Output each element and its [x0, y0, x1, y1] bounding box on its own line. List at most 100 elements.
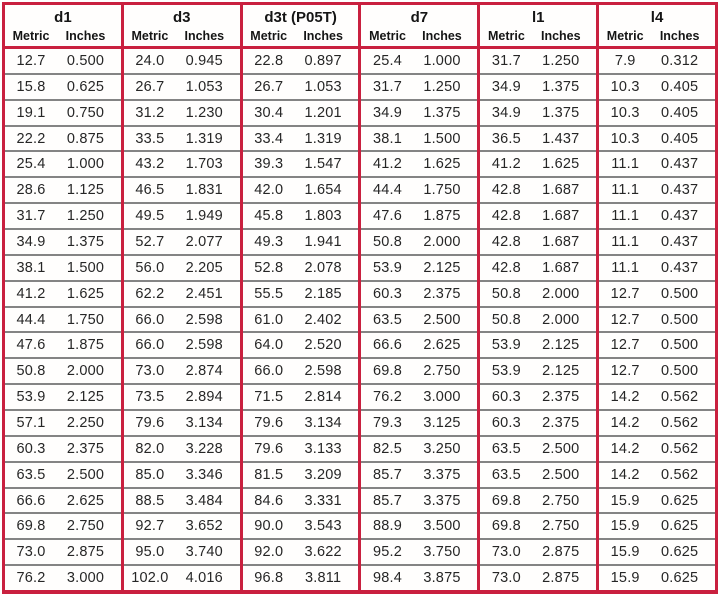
metric-value-cell: 79.6 — [135, 414, 165, 431]
inches-value-cell: 2.185 — [304, 285, 342, 302]
metric-value-cell: 15.9 — [610, 570, 640, 587]
inches-value-cell: 0.897 — [304, 52, 342, 69]
metric-value-cell: 50.8 — [491, 311, 521, 328]
table-row: 33.4 1.319 — [242, 124, 359, 151]
metric-value-cell: 66.6 — [16, 492, 46, 509]
metric-value-cell: 44.4 — [373, 182, 403, 199]
table-row: 73.5 2.894 — [123, 383, 240, 409]
metric-value-cell: 38.1 — [16, 259, 46, 276]
table-row: 63.5 2.500 — [480, 460, 597, 487]
metric-value-cell: 25.4 — [373, 52, 403, 69]
table-row: 56.0 2.205 — [123, 253, 240, 280]
metric-value-cell: 92.0 — [254, 544, 284, 561]
inches-value-cell: 0.562 — [660, 466, 699, 483]
inches-value-cell: 3.740 — [185, 544, 223, 561]
inches-value-cell: 1.375 — [542, 104, 580, 121]
table-row: 42.8 1.687 — [480, 176, 597, 202]
inches-value-cell: 1.687 — [542, 259, 580, 276]
group-rows: 7.9 0.312 10.3 0.405 10.3 0.405 10.3 0.405 11.1 0… — [599, 49, 715, 590]
metric-value-cell: 12.7 — [610, 285, 640, 302]
metric-value-cell: 73.0 — [16, 544, 46, 561]
metric-value-cell: 50.8 — [16, 363, 46, 380]
inches-value-cell: 2.598 — [185, 311, 223, 328]
inches-value-cell: 3.133 — [304, 440, 342, 457]
table-row: 34.9 1.375 — [480, 72, 597, 99]
inches-value-cell: 2.875 — [542, 570, 580, 587]
inches-value-cell: 1.000 — [423, 52, 461, 69]
inches-value-cell: 2.750 — [423, 363, 461, 380]
inches-value-cell: 3.543 — [304, 518, 342, 535]
inches-value-cell: 0.500 — [660, 337, 699, 354]
metric-value-cell: 88.5 — [135, 492, 165, 509]
metric-value-cell: 76.2 — [373, 389, 403, 406]
metric-value-cell: 53.9 — [491, 363, 521, 380]
metric-value-cell: 41.2 — [373, 156, 403, 173]
inches-value-cell: 0.625 — [660, 544, 699, 561]
table-row: 34.9 1.375 — [361, 98, 478, 125]
metric-value-cell: 69.8 — [16, 518, 46, 535]
metric-value-cell: 15.9 — [610, 492, 640, 509]
table-row: 14.2 0.562 — [599, 460, 715, 487]
group-rows: 24.0 0.945 26.7 1.053 31.2 1.230 33.5 1.319 43.2… — [123, 49, 240, 590]
table-row: 92.0 3.622 — [242, 538, 359, 564]
table-row: 15.8 0.625 — [5, 72, 121, 99]
metric-value-cell: 44.4 — [16, 311, 46, 328]
table-row: 19.1 0.750 — [5, 98, 121, 125]
inches-column-label: Inches — [303, 28, 343, 43]
metric-value-cell: 19.1 — [16, 104, 46, 121]
group-rows: 25.4 1.000 31.7 1.250 34.9 1.375 38.1 1.500 41.2… — [361, 49, 478, 590]
inches-value-cell: 1.949 — [185, 208, 223, 225]
inches-value-cell: 3.000 — [423, 389, 461, 406]
column-group-d1: d1 Metric Inches 12.7 0.500 15.8 0.625 19.1 0.75… — [5, 5, 124, 590]
metric-value-cell: 85.7 — [373, 466, 403, 483]
table-row: 76.2 3.000 — [361, 383, 478, 409]
metric-value-cell: 66.0 — [135, 311, 165, 328]
table-row: 53.9 2.125 — [480, 357, 597, 383]
inches-value-cell: 3.228 — [185, 440, 223, 457]
table-row: 69.8 2.750 — [5, 512, 121, 538]
table-row: 42.8 1.687 — [480, 202, 597, 228]
metric-value-cell: 15.8 — [16, 78, 46, 95]
metric-value-cell: 60.3 — [491, 389, 521, 406]
metric-value-cell: 11.1 — [611, 182, 640, 199]
inches-value-cell: 1.687 — [542, 233, 580, 250]
inches-value-cell: 2.125 — [542, 363, 580, 380]
inches-value-cell: 2.625 — [423, 337, 461, 354]
table-row: 90.0 3.543 — [242, 512, 359, 538]
metric-value-cell: 81.5 — [254, 466, 284, 483]
metric-value-cell: 49.3 — [254, 233, 284, 250]
table-row: 11.1 0.437 — [599, 176, 715, 202]
table-row: 42.0 1.654 — [242, 176, 359, 202]
group-header-d7: d7 Metric Inches — [361, 5, 478, 49]
table-row: 95.0 3.740 — [123, 538, 240, 564]
inches-value-cell: 2.500 — [542, 440, 580, 457]
inches-value-cell: 2.875 — [66, 544, 105, 561]
table-row: 12.7 0.500 — [5, 49, 121, 73]
inches-column-label: Inches — [659, 28, 700, 43]
table-row: 7.9 0.312 — [599, 49, 715, 73]
metric-value-cell: 102.0 — [131, 570, 169, 587]
metric-column-label: Metric — [12, 28, 50, 43]
metric-value-cell: 31.2 — [135, 104, 165, 121]
group-title: d1 — [54, 9, 72, 27]
table-row: 12.7 0.500 — [599, 357, 715, 383]
inches-value-cell: 2.625 — [66, 492, 105, 509]
group-header-d3t-p05t: d3t (P05T) Metric Inches — [242, 5, 359, 49]
table-row: 73.0 2.875 — [480, 564, 597, 590]
inches-value-cell: 1.500 — [423, 130, 461, 147]
inches-value-cell: 2.077 — [185, 233, 223, 250]
table-row: 69.8 2.750 — [480, 486, 597, 513]
metric-value-cell: 57.1 — [16, 414, 46, 431]
table-row: 66.0 2.598 — [242, 357, 359, 383]
metric-value-cell: 11.1 — [611, 259, 640, 276]
inches-value-cell: 1.625 — [66, 285, 105, 302]
inches-value-cell: 3.134 — [185, 414, 223, 431]
inches-value-cell: 3.134 — [304, 414, 342, 431]
inches-value-cell: 1.803 — [304, 208, 342, 225]
table-row: 50.8 2.000 — [480, 305, 597, 332]
table-row: 53.9 2.125 — [361, 253, 478, 280]
inches-value-cell: 0.437 — [660, 233, 699, 250]
metric-value-cell: 63.5 — [491, 466, 521, 483]
metric-value-cell: 63.5 — [16, 466, 46, 483]
table-row: 25.4 1.000 — [361, 49, 477, 73]
